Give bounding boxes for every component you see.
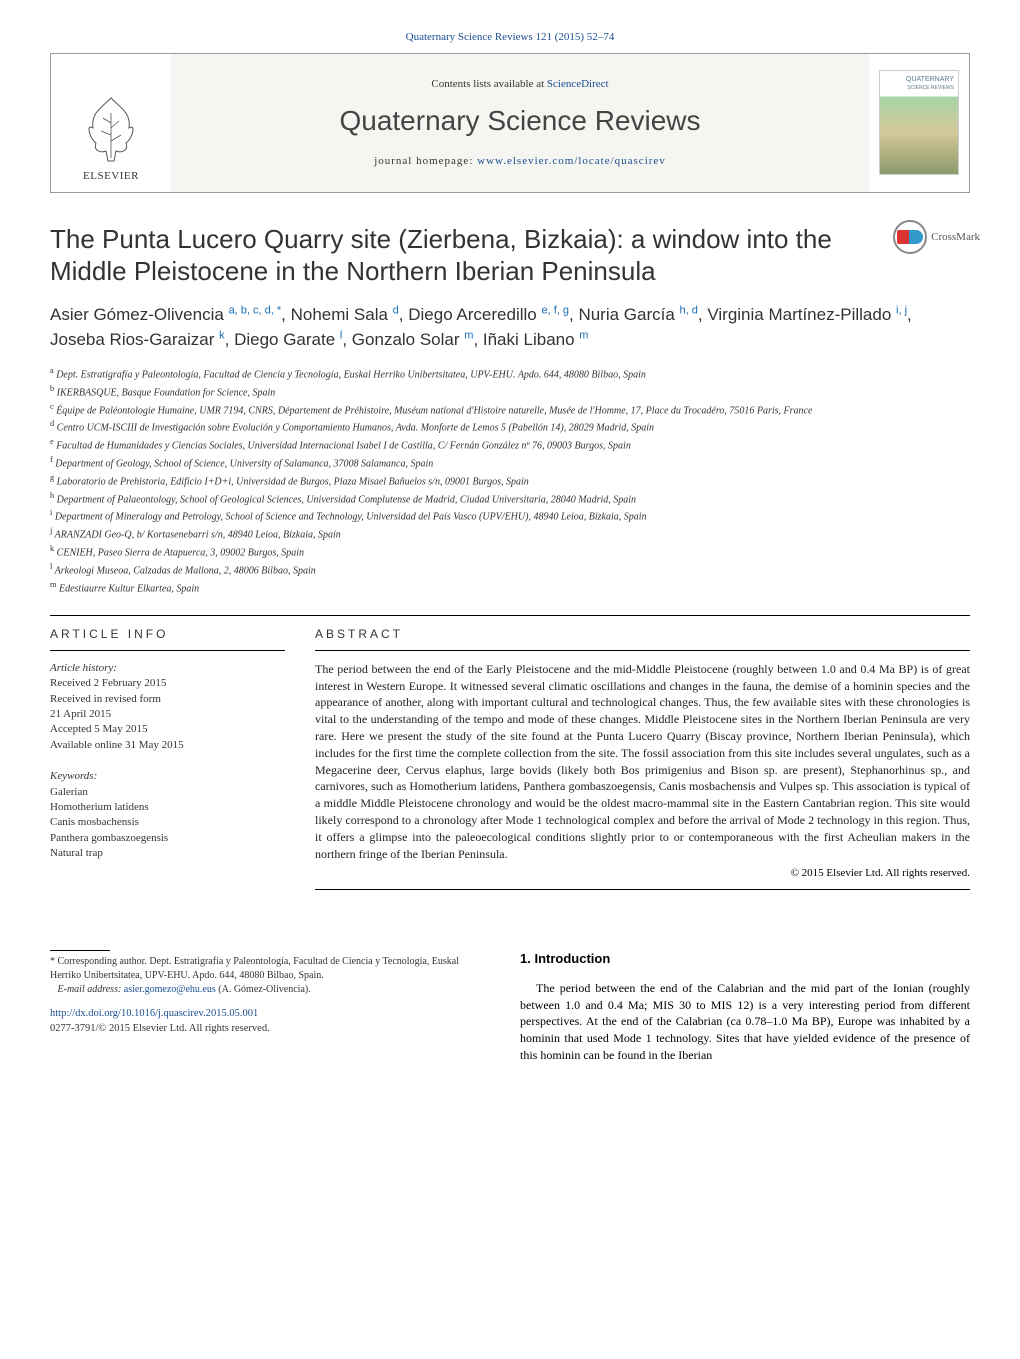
elsevier-tree-icon: [81, 93, 141, 163]
author-email-link[interactable]: asier.gomezo@ehu.eus: [124, 984, 216, 995]
journal-title: Quaternary Science Reviews: [339, 102, 700, 140]
keyword-item: Homotherium latidens: [50, 800, 285, 815]
crossmark-icon: [893, 220, 927, 254]
affiliation-line: m Edestiaurre Kultur Elkartea, Spain: [50, 579, 970, 597]
keyword-item: Galerian: [50, 785, 285, 800]
affiliation-line: c Équipe de Paléontologie Humaine, UMR 7…: [50, 401, 970, 419]
crossmark-label: CrossMark: [931, 230, 980, 245]
info-divider: [50, 650, 285, 651]
affiliation-line: a Dept. Estratigrafía y Paleontología, F…: [50, 365, 970, 383]
article-info-heading: ARTICLE INFO: [50, 626, 285, 642]
header-center: Contents lists available at ScienceDirec…: [171, 54, 869, 192]
contents-available: Contents lists available at ScienceDirec…: [431, 77, 608, 92]
keyword-item: Canis mosbachensis: [50, 815, 285, 830]
affiliation-line: j ARANZADI Geo-Q, b/ Kortasenebarri s/n,…: [50, 525, 970, 543]
introduction-text: The period between the end of the Calabr…: [520, 980, 970, 1064]
crossmark-badge[interactable]: CrossMark: [893, 220, 980, 254]
journal-cover: QUATERNARY SCIENCE REVIEWS: [869, 54, 969, 192]
homepage-link[interactable]: www.elsevier.com/locate/quascirev: [477, 155, 666, 167]
affiliation-line: h Department of Palaeontology, School of…: [50, 490, 970, 508]
affiliation-line: g Laboratorio de Prehistoria, Edificio I…: [50, 472, 970, 490]
affiliation-line: i Department of Mineralogy and Petrology…: [50, 507, 970, 525]
journal-homepage: journal homepage: www.elsevier.com/locat…: [374, 154, 666, 169]
abstract-bottom-divider: [315, 889, 970, 890]
publisher-logo: ELSEVIER: [51, 54, 171, 192]
abstract-heading: ABSTRACT: [315, 626, 970, 642]
affiliation-line: b IKERBASQUE, Basque Foundation for Scie…: [50, 383, 970, 401]
doi-link[interactable]: http://dx.doi.org/10.1016/j.quascirev.20…: [50, 1008, 258, 1019]
doi-block: http://dx.doi.org/10.1016/j.quascirev.20…: [50, 1007, 490, 1036]
corresponding-author: * Corresponding author. Dept. Estratigra…: [50, 955, 490, 997]
publisher-name: ELSEVIER: [83, 169, 139, 184]
cover-thumbnail: QUATERNARY SCIENCE REVIEWS: [879, 70, 959, 175]
journal-header: ELSEVIER Contents lists available at Sci…: [50, 53, 970, 193]
abstract-divider: [315, 650, 970, 651]
journal-reference: Quaternary Science Reviews 121 (2015) 52…: [50, 30, 970, 45]
affiliation-line: l Arkeologi Museoa, Calzadas de Mallona,…: [50, 561, 970, 579]
footnote-divider: [50, 950, 110, 951]
affiliations-list: a Dept. Estratigrafía y Paleontología, F…: [50, 365, 970, 597]
article-title: The Punta Lucero Quarry site (Zierbena, …: [50, 223, 970, 288]
affiliation-line: e Facultad de Humanidades y Ciencias Soc…: [50, 436, 970, 454]
introduction-heading: 1. Introduction: [520, 950, 970, 968]
affiliation-line: k CENIEH, Paseo Sierra de Atapuerca, 3, …: [50, 543, 970, 561]
affiliation-line: d Centro UCM-ISCIII de Investigación sob…: [50, 418, 970, 436]
keyword-item: Panthera gombaszoegensis: [50, 831, 285, 846]
sciencedirect-link[interactable]: ScienceDirect: [547, 78, 609, 90]
abstract-copyright: © 2015 Elsevier Ltd. All rights reserved…: [315, 866, 970, 881]
journal-ref-link[interactable]: Quaternary Science Reviews 121 (2015) 52…: [406, 31, 615, 43]
keyword-item: Natural trap: [50, 846, 285, 861]
abstract-text: The period between the end of the Early …: [315, 661, 970, 863]
authors-list: Asier Gómez-Olivencia a, b, c, d, *, Noh…: [50, 302, 970, 353]
article-history: Article history: Received 2 February 201…: [50, 661, 285, 753]
affiliation-line: f Department of Geology, School of Scien…: [50, 454, 970, 472]
section-divider: [50, 615, 970, 616]
keywords-block: Keywords: GalerianHomotherium latidensCa…: [50, 769, 285, 861]
